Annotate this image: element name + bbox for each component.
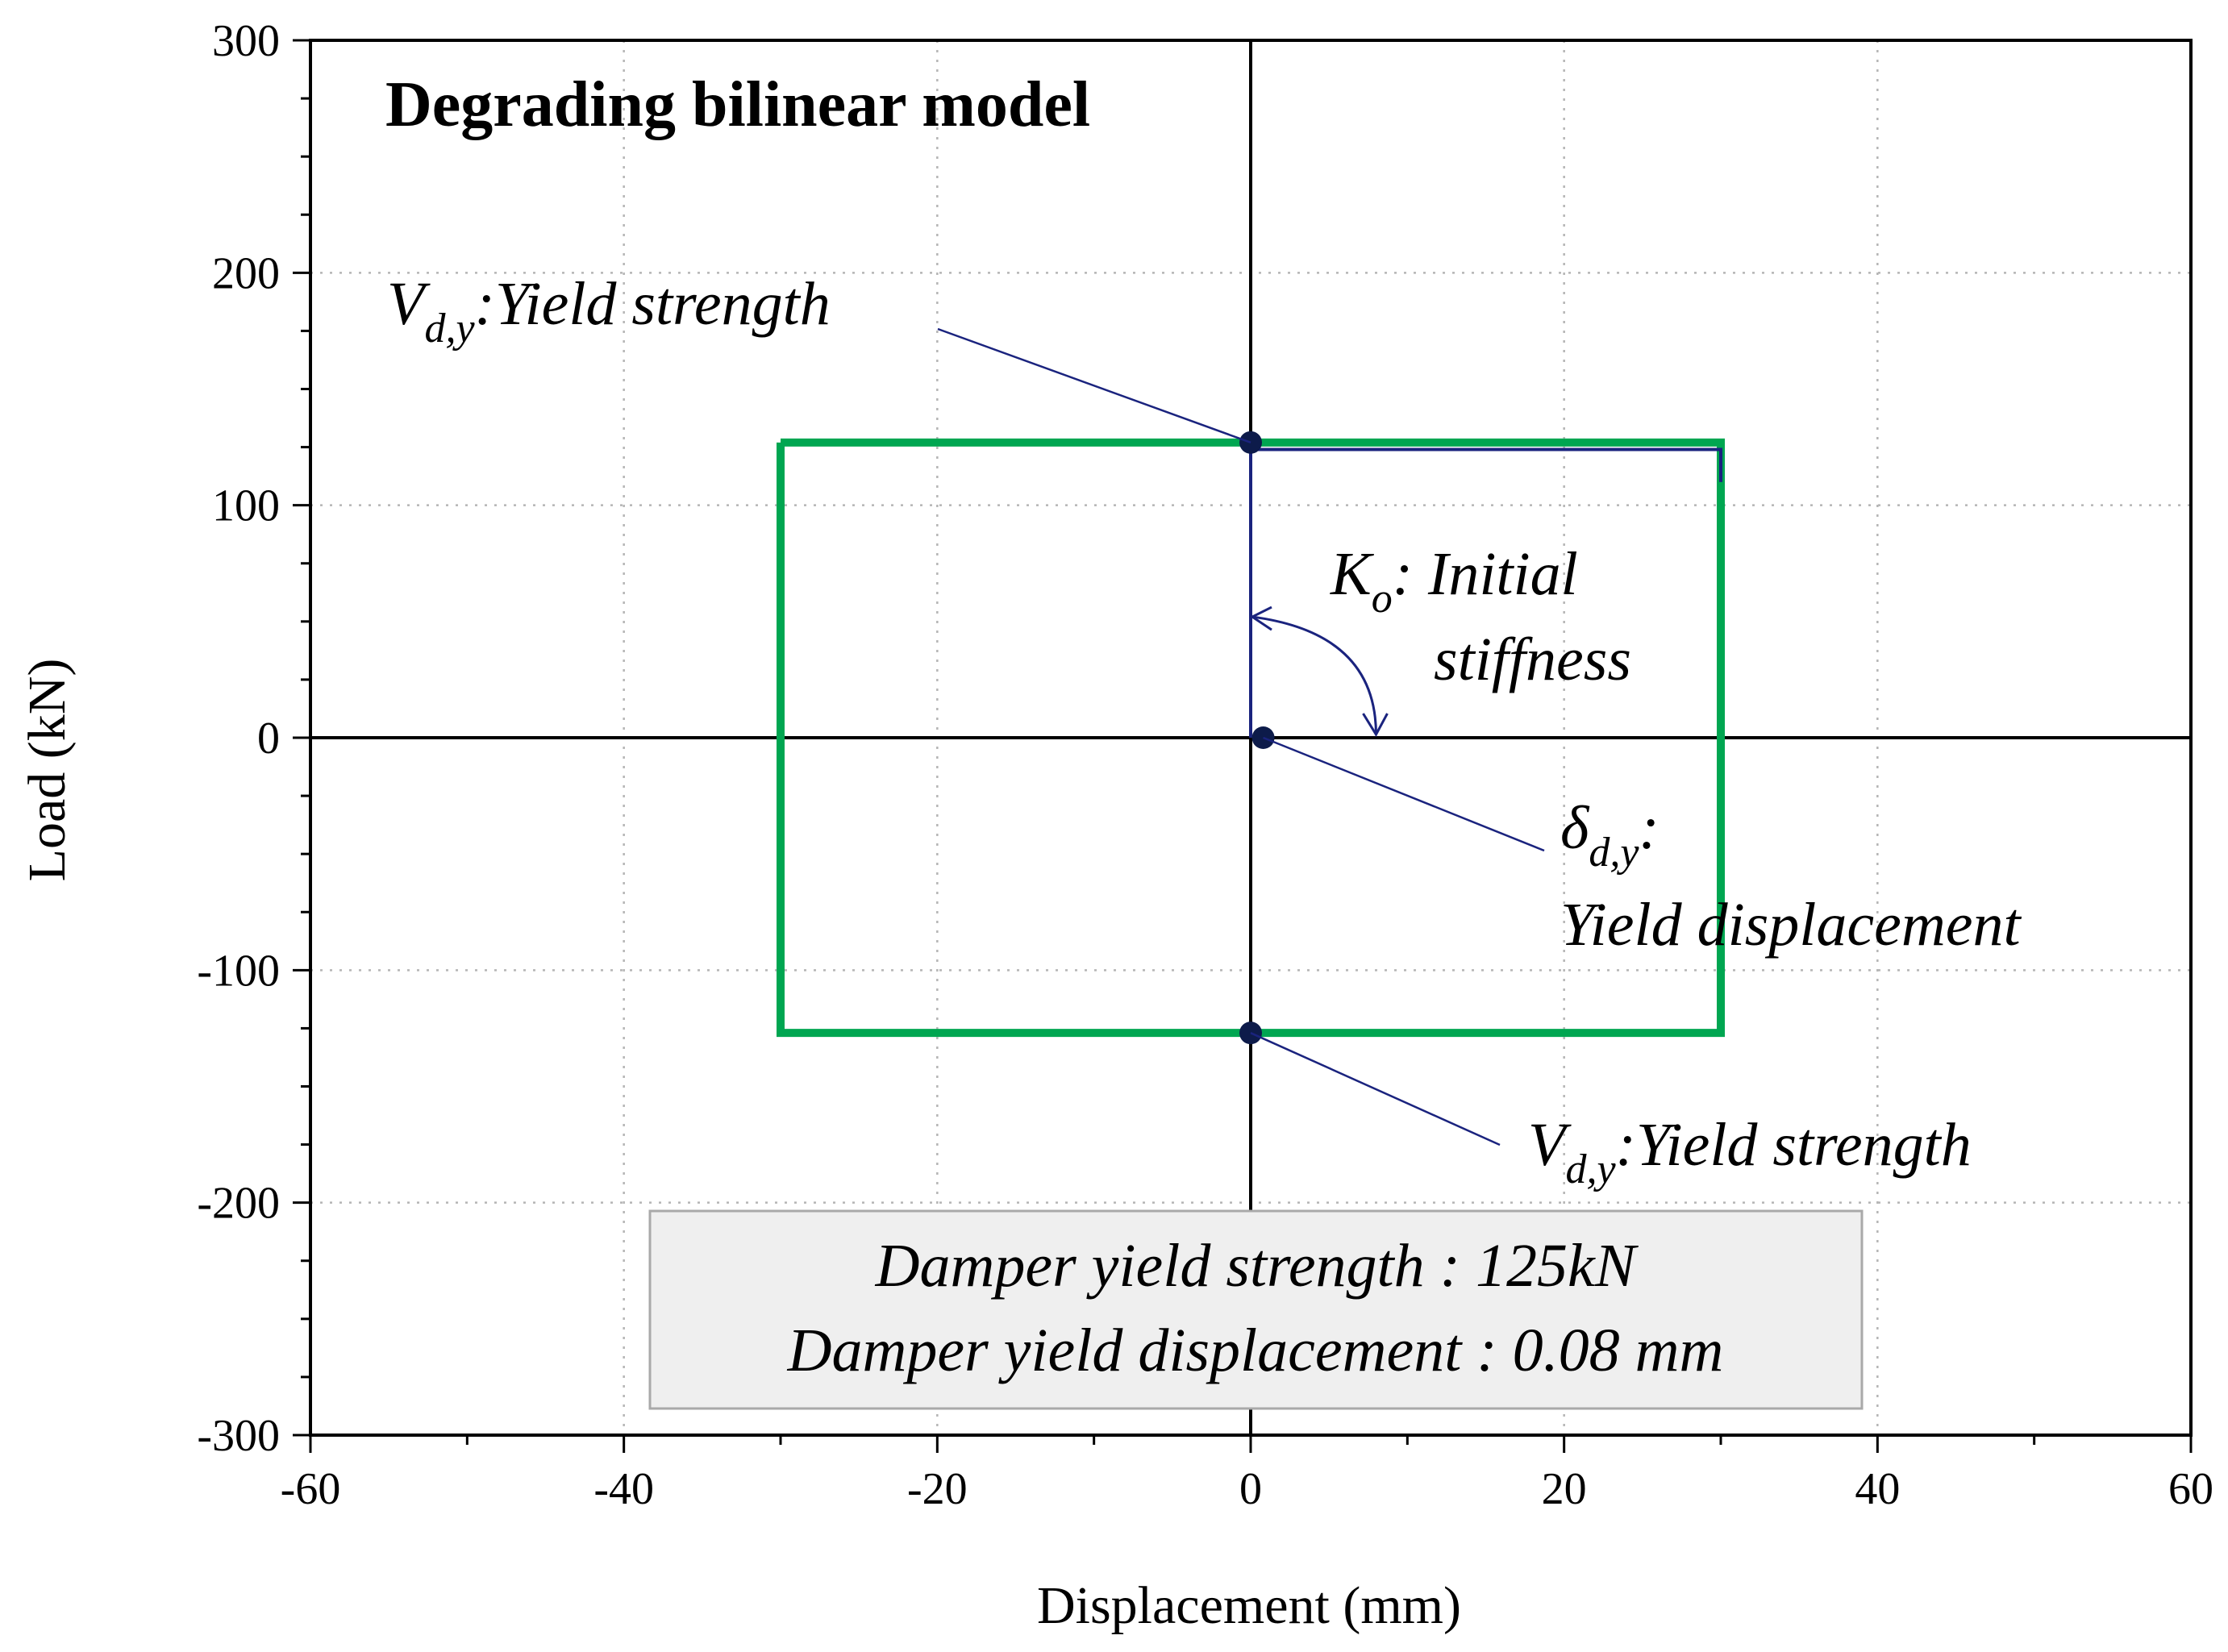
x-tick-label: -40 <box>593 1464 654 1514</box>
stiffness-arc <box>1251 615 1377 735</box>
x-tick-label: 60 <box>2168 1464 2213 1514</box>
y-axis-title: Load (kN) <box>18 659 77 882</box>
annotation-vdy-bottom-rest: :Yield strength <box>1616 1111 1972 1179</box>
annotation-ko-main: K <box>1330 540 1374 608</box>
annotation-vdy-top-main: V <box>387 270 431 338</box>
series-line-hysteresis-loop <box>777 438 1725 1038</box>
x-tick-label: 40 <box>1855 1464 1900 1514</box>
annotation-vdy-bottom: Vd,y:Yield strength <box>1528 1111 1972 1192</box>
stiffness-arrowhead-top <box>1250 605 1272 631</box>
leader-line-vdy-top <box>937 327 1251 443</box>
annotation-vdy-top-sub: d,y <box>424 306 475 352</box>
x-tick-label: -20 <box>907 1464 968 1514</box>
annotation-vdy-bottom-main: V <box>1528 1111 1572 1179</box>
y-tick-label: 200 <box>212 248 280 298</box>
series-line-backbone <box>1249 447 1722 738</box>
leader-line-delta <box>1263 736 1545 852</box>
leader-line-vdy-bottom <box>1250 1032 1501 1146</box>
annotation-leaders <box>937 327 1545 1146</box>
x-axis-title: Displacement (mm) <box>1037 1576 1461 1635</box>
y-tick-label: 300 <box>212 16 280 66</box>
stiffness-arrowhead-bottom <box>1362 713 1389 738</box>
x-tick-label: -60 <box>281 1464 341 1514</box>
annotation-ko-line2: stiffness <box>1434 626 1631 693</box>
info-box-line2: Damper yield displacement : 0.08 mm <box>787 1317 1724 1384</box>
info-box <box>648 1209 1864 1410</box>
y-tick-label: -100 <box>197 946 280 996</box>
annotation-vdy-top: Vd,y:Yield strength <box>387 270 831 352</box>
annotation-ko-rest: : Initial <box>1393 540 1578 608</box>
series-layer <box>777 438 1725 1038</box>
annotation-ko-sub: o <box>1372 576 1393 622</box>
y-tick-label: -200 <box>197 1179 280 1229</box>
x-tick-label: 0 <box>1239 1464 1262 1514</box>
info-box-line1: Damper yield strength : 125kN <box>875 1232 1639 1300</box>
x-tick-label: 20 <box>1542 1464 1587 1514</box>
annotation-vdy-top-rest: :Yield strength <box>475 270 831 338</box>
chart-title: Degrading bilinear model <box>385 69 1090 140</box>
y-tick-label: 0 <box>257 714 280 764</box>
y-tick-label: 100 <box>212 481 280 531</box>
annotation-delta: δd,y: <box>1560 794 1660 876</box>
annotation-delta-sub: d,y <box>1589 830 1639 876</box>
annotation-delta-main: δ <box>1560 794 1590 862</box>
annotation-vdy-bottom-sub: d,y <box>1565 1146 1616 1192</box>
annotation-ko: Ko: Initial <box>1330 540 1578 622</box>
annotation-delta-line2: Yield displacement <box>1560 891 2022 959</box>
y-tick-label: -300 <box>197 1411 280 1461</box>
annotation-delta-rest: : <box>1639 794 1659 862</box>
